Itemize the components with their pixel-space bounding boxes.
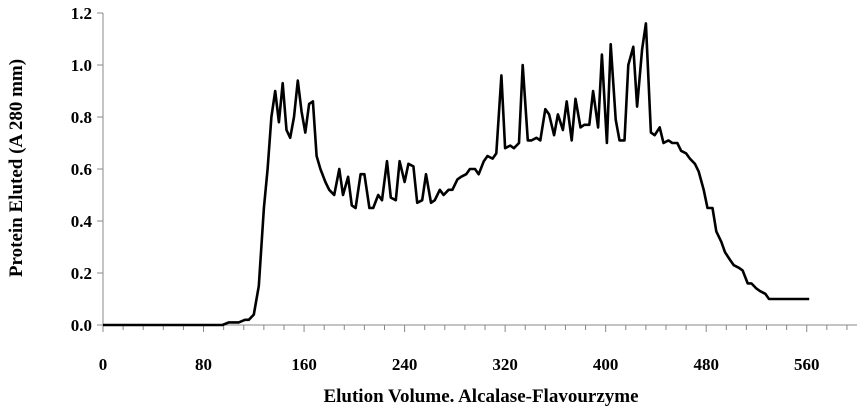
y-tick-label: 0.0: [71, 316, 92, 335]
x-axis: 0 80 160 240 320 400 480 560: [99, 325, 848, 374]
x-tick-label: 240: [392, 355, 418, 374]
series-line: [103, 22, 810, 327]
y-axis: 0.0 0.2 0.4 0.6 0.8 1.0 1.2: [71, 4, 103, 335]
x-axis-title: Elution Volume. Alcalase-Flavourzyme: [323, 386, 638, 407]
x-tick-label: 0: [99, 355, 108, 374]
x-tick-label: 160: [291, 355, 317, 374]
y-tick-label: 0.2: [71, 264, 92, 283]
x-tick-label: 80: [195, 355, 212, 374]
x-tick-label: 320: [492, 355, 518, 374]
series-layer: [103, 22, 810, 327]
x-tick-label: 480: [693, 355, 719, 374]
x-tick-label: 400: [593, 355, 619, 374]
y-tick-label: 1.0: [71, 56, 92, 75]
y-axis-title: Protein Eluted (A 280 mm): [6, 59, 27, 277]
y-tick-label: 0.4: [71, 212, 93, 231]
y-tick-label: 0.6: [71, 160, 92, 179]
y-tick-label: 0.8: [71, 108, 92, 127]
x-tick-label: 560: [794, 355, 820, 374]
y-tick-label: 1.2: [71, 4, 92, 23]
